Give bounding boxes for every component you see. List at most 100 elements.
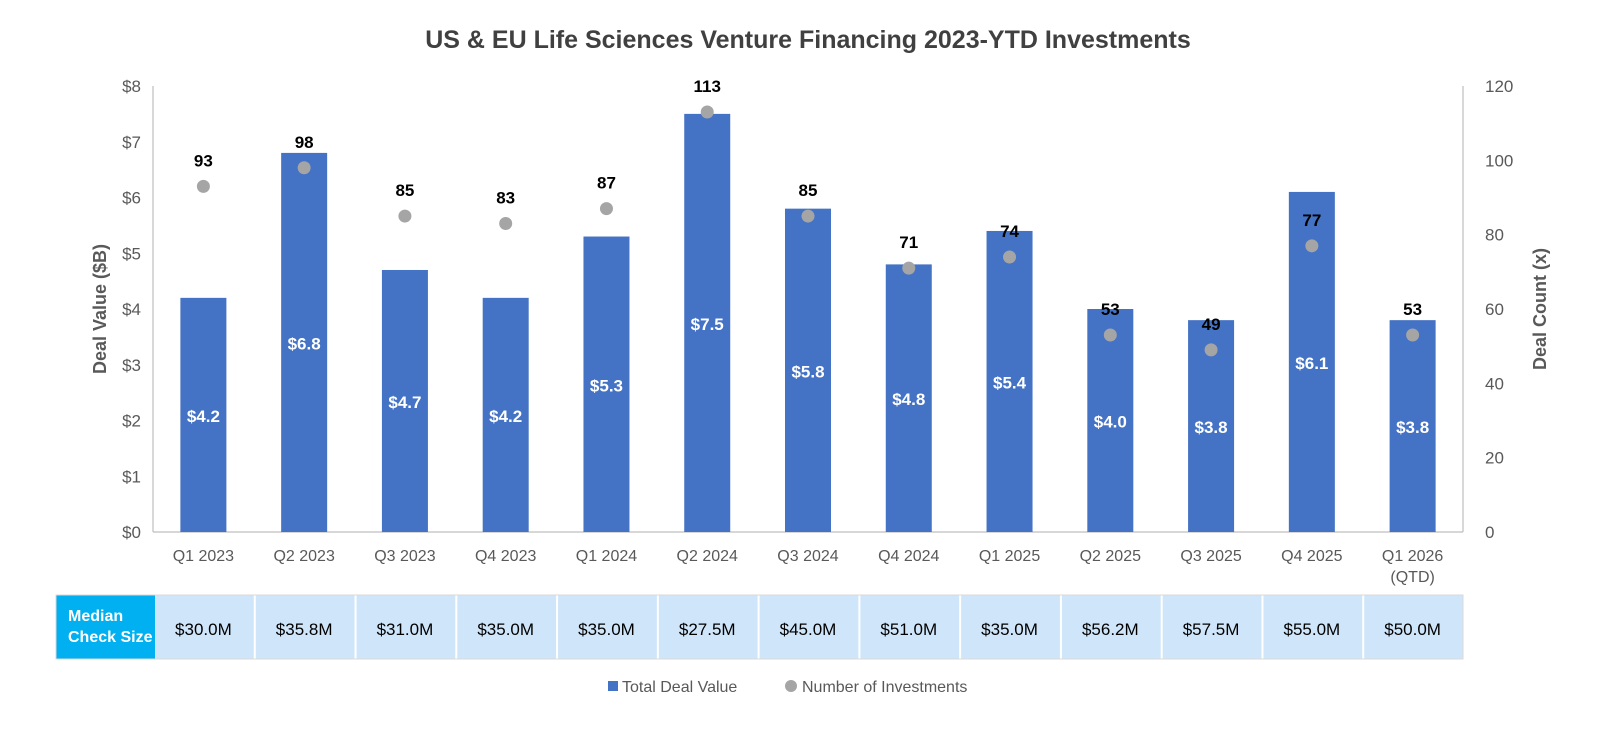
y-right-tick-label: 0	[1485, 523, 1494, 542]
point-value-label: 113	[694, 77, 721, 96]
point	[1406, 328, 1420, 342]
x-tick-label: Q3 2024	[777, 548, 838, 565]
bar-value-label: $7.5	[691, 315, 724, 334]
point-value-label: 83	[496, 189, 515, 208]
table-cell	[658, 595, 758, 659]
x-tick-label: (QTD)	[1390, 569, 1434, 586]
table-cell-value: $56.2M	[1082, 620, 1139, 639]
x-tick-label: Q3 2025	[1180, 548, 1241, 565]
bar	[180, 297, 227, 532]
table-cell	[1162, 595, 1262, 659]
table-cell	[759, 595, 859, 659]
x-tick-label: Q4 2024	[878, 548, 939, 565]
bar	[1087, 309, 1134, 532]
x-tick-label: Q2 2024	[677, 548, 738, 565]
bar	[986, 230, 1033, 532]
table-header-label: Median	[68, 608, 123, 625]
bar-value-label: $5.4	[993, 373, 1027, 392]
table-cell	[1061, 595, 1161, 659]
point-value-label: 87	[597, 174, 616, 193]
y-left-tick-label: $2	[122, 412, 141, 431]
x-tick-label: Q4 2025	[1281, 548, 1342, 565]
bar-value-label: $4.2	[187, 407, 220, 426]
x-tick-label: Q2 2025	[1080, 548, 1141, 565]
bar	[281, 152, 328, 532]
bar	[381, 269, 428, 532]
y-right-tick-label: 60	[1485, 300, 1504, 319]
point	[499, 217, 513, 231]
y-left-tick-label: $5	[122, 244, 141, 263]
bar	[684, 113, 731, 532]
point	[700, 105, 714, 119]
table-cell	[1263, 595, 1363, 659]
table-cell-value: $35.0M	[477, 620, 534, 639]
legend-bar-label: Total Deal Value	[622, 679, 737, 696]
y-right-axis-title: Deal Count (x)	[1530, 248, 1550, 370]
x-tick-label: Q1 2025	[979, 548, 1040, 565]
table-border	[55, 594, 1464, 660]
point	[398, 209, 412, 223]
point-value-label: 49	[1202, 315, 1221, 334]
bar-value-label: $5.3	[590, 376, 623, 395]
bar-value-label: $4.2	[489, 407, 522, 426]
point	[1305, 239, 1319, 253]
table-cell-value: $57.5M	[1183, 620, 1240, 639]
point-value-label: 98	[295, 133, 314, 152]
bar	[1389, 320, 1436, 532]
table-cell-value: $45.0M	[780, 620, 837, 639]
point	[801, 209, 815, 223]
bar-value-label: $6.1	[1295, 354, 1328, 373]
table-cell	[457, 595, 557, 659]
y-right-tick-label: 120	[1485, 77, 1513, 96]
y-right-tick-label: 80	[1485, 226, 1504, 245]
point	[1003, 250, 1017, 264]
point	[1204, 343, 1218, 357]
y-right-tick-label: 40	[1485, 374, 1504, 393]
x-tick-label: Q1 2024	[576, 548, 637, 565]
y-left-tick-label: $6	[122, 189, 141, 208]
bar	[885, 264, 932, 532]
median-check-size-table: Median Check Size $30.0M $35.8M $31.0M $35.0M…	[55, 594, 1464, 660]
table-cell-value: $35.0M	[578, 620, 635, 639]
y-left-tick-label: $7	[122, 133, 141, 152]
chart-title: US & EU Life Sciences Venture Financing …	[425, 26, 1191, 54]
bars: $4.2 $6.8 $4.7 $4.2 $5.3 $7.5 $5.8 $4.8 $5.4 $4.0…	[180, 113, 1436, 533]
legend-point-swatch	[785, 680, 797, 692]
legend-point-label: Number of Investments	[802, 679, 967, 696]
bar-value-label: $5.8	[791, 362, 824, 381]
table-cell	[356, 595, 456, 659]
point-value-label: 93	[194, 151, 213, 170]
point-value-label: 85	[799, 181, 818, 200]
bar-value-label: $4.8	[892, 390, 925, 409]
table-cell	[961, 595, 1060, 659]
y-right-tick-label: 20	[1485, 449, 1504, 468]
bar-value-label: $3.8	[1396, 418, 1429, 437]
table-header-cell	[56, 595, 155, 659]
table-cell	[155, 595, 254, 659]
point-value-label: 85	[395, 181, 414, 200]
bar-value-label: $4.7	[388, 393, 421, 412]
bar-value-label: $6.8	[288, 334, 321, 353]
x-tick-label: Q3 2023	[374, 548, 435, 565]
bar	[583, 236, 630, 532]
legend: Total Deal Value Number of Investments	[608, 679, 967, 696]
y-left-tick-label: $0	[122, 523, 141, 542]
point	[196, 179, 210, 193]
point	[1103, 328, 1117, 342]
points: 93 98 85 83 87 113 85 71 74 53 49 77 53	[194, 77, 1422, 357]
point	[599, 202, 613, 216]
table-cell-value: $30.0M	[175, 620, 232, 639]
point-value-label: 71	[899, 233, 918, 252]
y-left-tick-label: $4	[122, 300, 141, 319]
bar	[785, 208, 831, 532]
y-left-tick-label: $3	[122, 356, 141, 375]
point	[297, 161, 311, 175]
y-right-tick-label: 100	[1485, 151, 1513, 170]
bar-value-label: $4.0	[1094, 413, 1127, 432]
point-value-label: 74	[1000, 222, 1019, 241]
axes: $0 $1 $2 $3 $4 $5 $6 $7 $8 0 20 40 60 80 100 120 Deal Va…	[90, 77, 1550, 586]
table-cell-value: $35.8M	[276, 620, 333, 639]
table-cell	[1364, 595, 1463, 659]
